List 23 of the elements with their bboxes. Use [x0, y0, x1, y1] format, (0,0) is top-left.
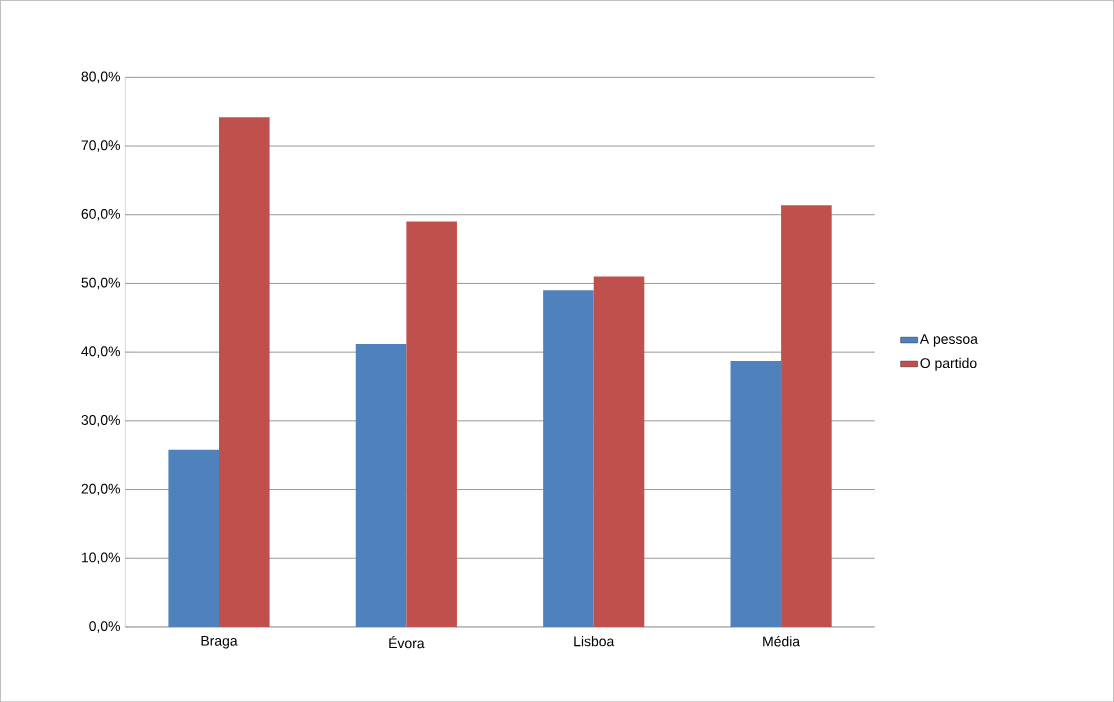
bar	[543, 290, 594, 627]
x-tick-label: Évora	[389, 635, 425, 649]
bar	[219, 117, 270, 627]
x-tick-label: Braga	[201, 635, 238, 649]
bar	[355, 343, 407, 627]
legend-label: A pessoa	[919, 334, 978, 347]
x-tick-label: Lisboa	[574, 635, 615, 647]
bar	[593, 276, 645, 627]
bar	[406, 221, 457, 627]
y-tick-label: 60,0%	[81, 208, 120, 221]
bar	[781, 204, 832, 627]
x-tick-label: Média	[763, 635, 801, 647]
y-tick-label: 0,0%	[89, 621, 120, 633]
y-tick-label: 70,0%	[81, 140, 120, 152]
bar	[730, 360, 782, 627]
bar	[168, 449, 219, 627]
y-tick-label: 10,0%	[82, 552, 120, 564]
y-tick-label: 40,0%	[81, 346, 120, 358]
y-tick-label: 50,0%	[81, 277, 120, 290]
legend-label: O partido	[920, 357, 977, 371]
y-tick-label: 20,0%	[81, 483, 120, 496]
y-tick-label: 30,0%	[81, 414, 120, 427]
y-tick-label: 80,0%	[81, 71, 120, 83]
